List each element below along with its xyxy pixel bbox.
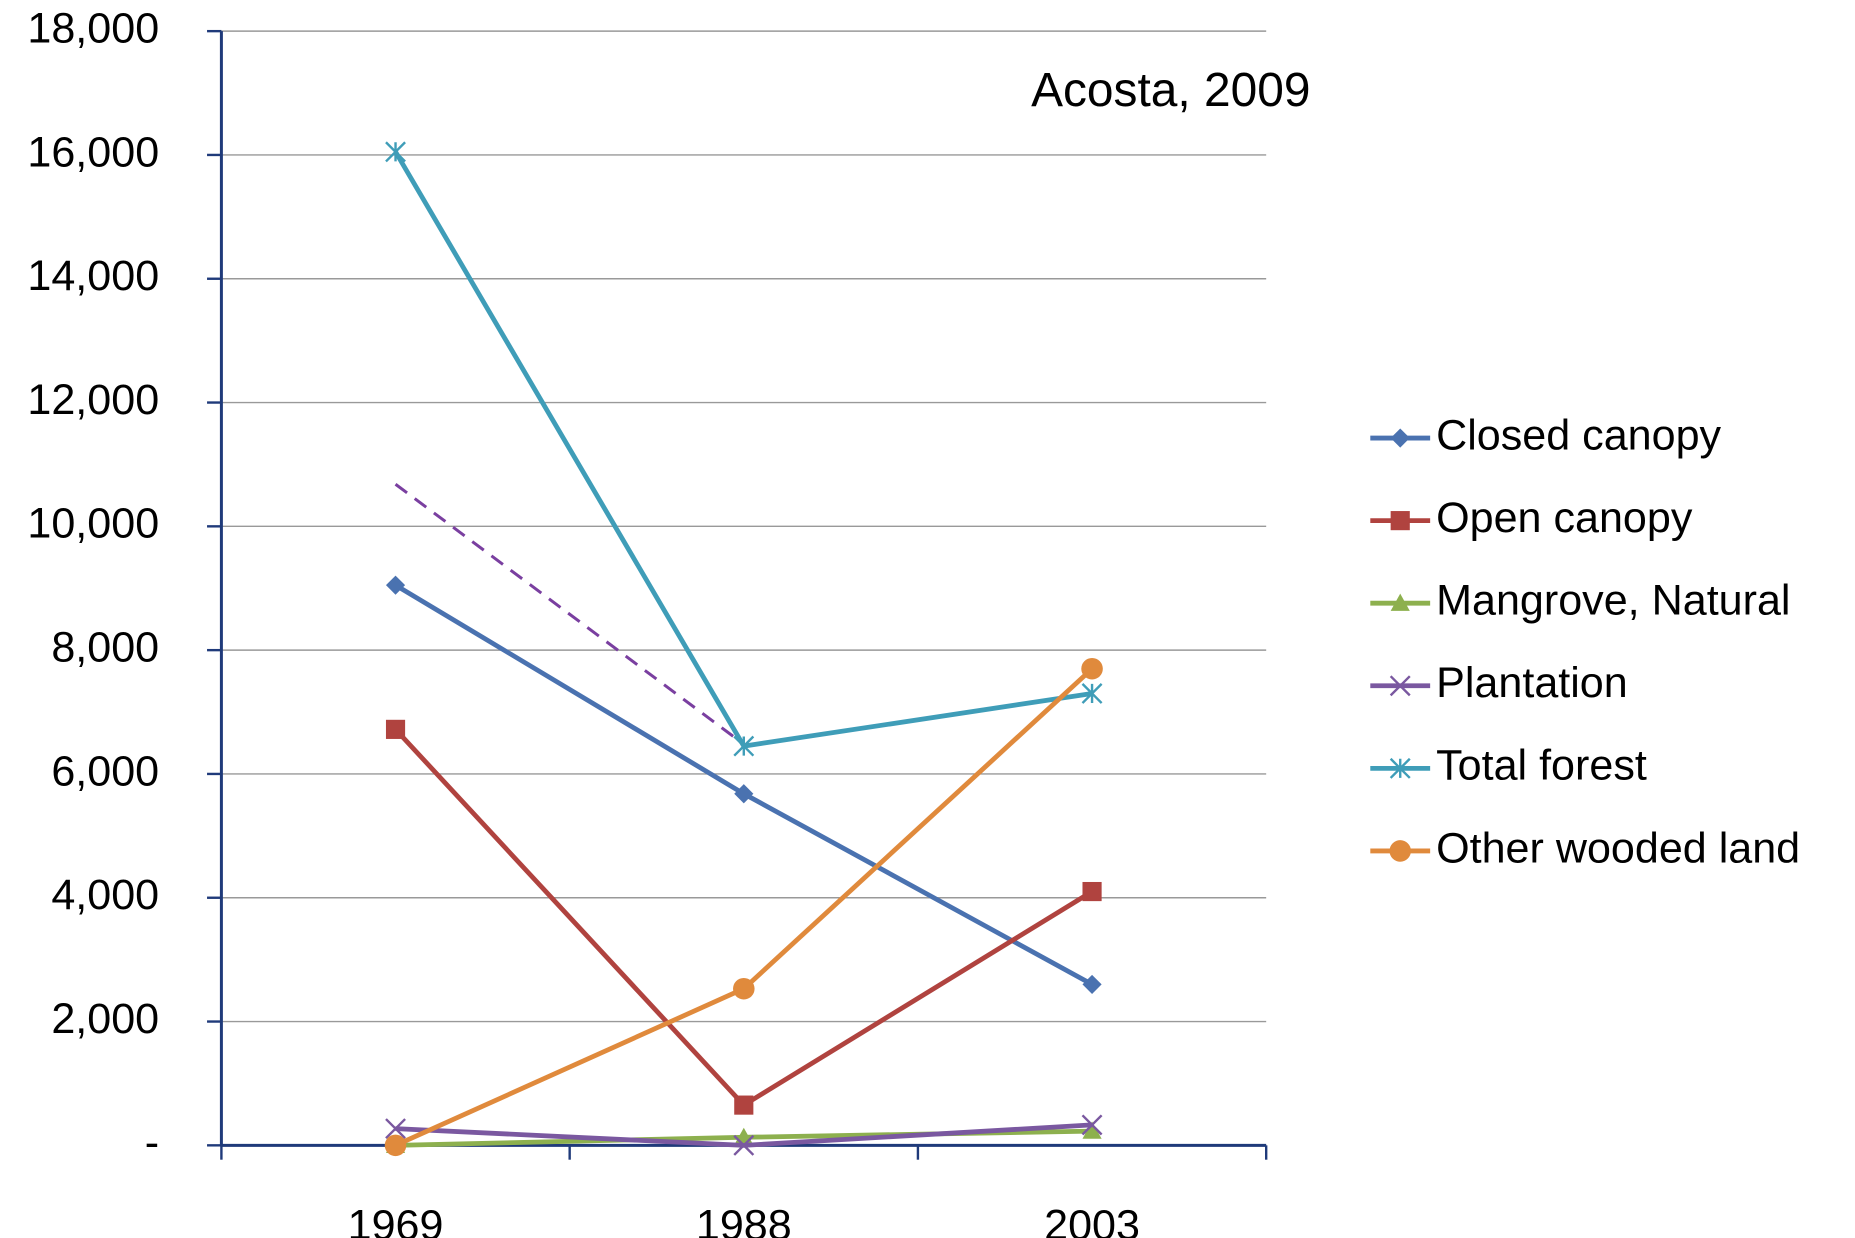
y-tick-label: 14,000	[27, 252, 159, 300]
y-tick-label: 10,000	[27, 500, 159, 548]
x-tick-label: 1988	[696, 1201, 792, 1238]
y-tick-label: -	[145, 1119, 159, 1167]
marker	[385, 141, 406, 163]
legend-label: Plantation	[1436, 659, 1628, 707]
marker	[733, 735, 755, 757]
y-tick-label: 16,000	[27, 128, 159, 176]
legend-label: Total forest	[1436, 742, 1647, 790]
x-tick-label: 2003	[1044, 1201, 1140, 1238]
y-tick-label: 4,000	[51, 871, 159, 919]
x-tick-label: 1969	[348, 1201, 444, 1238]
marker	[1389, 757, 1411, 779]
marker	[1389, 840, 1411, 862]
marker	[1081, 1114, 1103, 1136]
legend-label: Other wooded land	[1436, 824, 1800, 872]
marker	[1390, 428, 1410, 448]
y-tick-label: 2,000	[51, 995, 159, 1043]
marker	[1081, 657, 1103, 680]
marker	[385, 719, 406, 739]
marker	[1390, 593, 1410, 611]
marker	[385, 575, 406, 595]
marker	[734, 784, 754, 804]
marker	[734, 1095, 754, 1115]
legend-label: Mangrove, Natural	[1436, 577, 1790, 625]
marker	[1389, 675, 1411, 697]
y-tick-label: 12,000	[27, 376, 159, 424]
marker	[1081, 683, 1103, 704]
marker	[1082, 881, 1102, 902]
marker	[385, 1118, 406, 1140]
legend-label: Closed canopy	[1436, 411, 1721, 459]
y-tick-label: 8,000	[51, 624, 159, 672]
marker	[733, 977, 755, 1000]
marker	[1082, 974, 1102, 994]
dashed-line	[394, 483, 745, 746]
marker	[1082, 1121, 1102, 1139]
series-line	[393, 150, 1093, 749]
marker	[1390, 511, 1410, 531]
legend-label: Open canopy	[1436, 494, 1693, 542]
y-tick-label: 18,000	[27, 5, 159, 53]
annotation: Acosta, 2009	[1031, 64, 1310, 117]
y-tick-label: 6,000	[51, 747, 159, 795]
marker	[733, 1134, 755, 1156]
marker	[384, 1134, 407, 1157]
